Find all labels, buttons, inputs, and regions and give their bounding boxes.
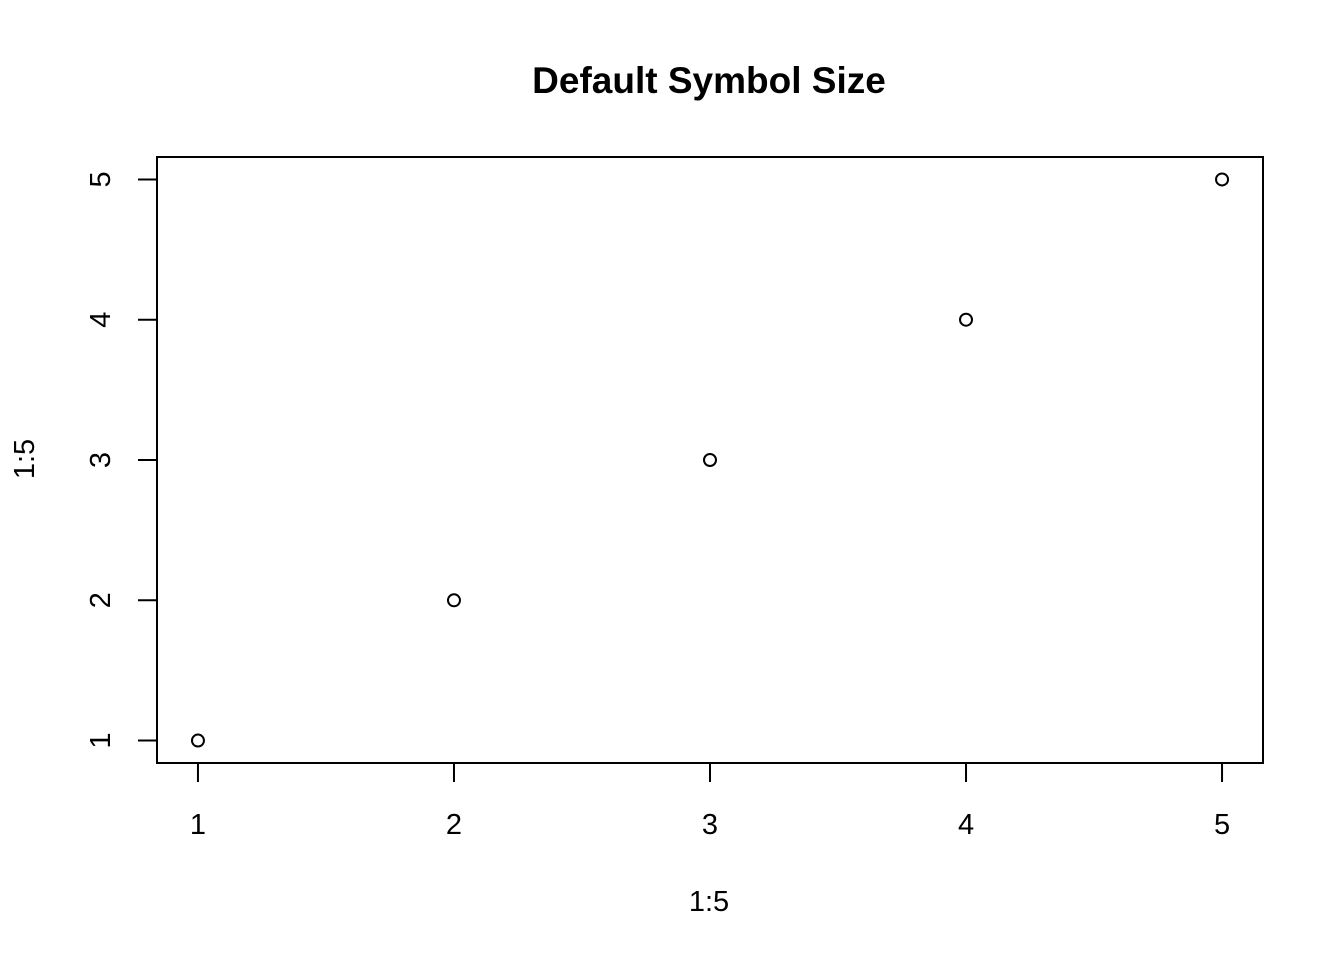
x-axis-label: 1:5	[689, 886, 729, 918]
data-point	[1215, 172, 1230, 187]
y-tick-label: 1	[85, 732, 117, 748]
y-tick-label: 4	[85, 312, 117, 328]
chart-title: Default Symbol Size	[532, 60, 886, 101]
data-point	[446, 593, 461, 608]
data-point	[959, 312, 974, 327]
y-axis: 1 2 3 4 5	[85, 171, 158, 749]
x-tick-label: 4	[958, 809, 974, 841]
data-point	[190, 733, 205, 748]
y-tick-label: 2	[85, 592, 117, 608]
x-tick-label: 2	[446, 809, 462, 841]
data-point	[703, 453, 717, 467]
y-axis-label: 1:5	[9, 439, 41, 479]
x-axis: 1 2 3 4 5	[190, 762, 1230, 841]
data-points	[190, 172, 1230, 748]
y-tick-label: 5	[85, 171, 117, 187]
plot-frame	[156, 156, 1264, 764]
x-tick-label: 1	[190, 809, 206, 841]
x-tick-label: 3	[702, 809, 718, 841]
y-tick-label: 3	[85, 452, 117, 468]
x-tick-label: 5	[1214, 809, 1230, 841]
